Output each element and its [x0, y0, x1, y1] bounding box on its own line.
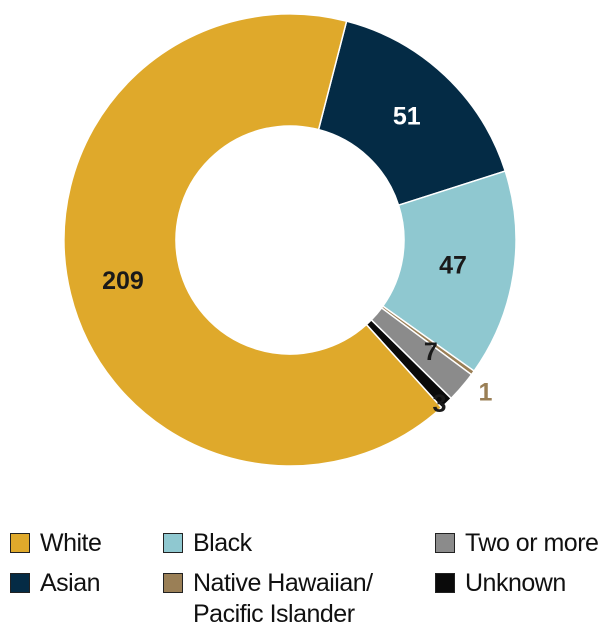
- slice-white: [63, 13, 443, 467]
- legend-swatch-black: [163, 533, 183, 553]
- data-label-two-or-more: 7: [424, 338, 438, 366]
- slice-black: [381, 170, 517, 373]
- chart-slices: [63, 13, 517, 467]
- legend-label-black: Black: [193, 529, 252, 557]
- legend-label-two-or-more: Two or more: [465, 529, 599, 557]
- legend-swatch-white: [10, 533, 30, 553]
- legend-label-asian: Asian: [40, 569, 101, 597]
- data-label-white: 209: [102, 267, 144, 295]
- data-label-asian: 51: [393, 102, 421, 130]
- chart-data-labels: 51 47 1 7 3 209: [102, 102, 492, 418]
- legend-item-black: Black: [163, 528, 252, 559]
- legend-swatch-unknown: [435, 573, 455, 593]
- legend-item-asian: Asian: [10, 568, 101, 599]
- data-label-black: 47: [439, 251, 467, 279]
- legend-item-white: White: [10, 528, 102, 559]
- legend-swatch-asian: [10, 573, 30, 593]
- slice-asian: [317, 20, 507, 207]
- legend-label-native-hawaiian-line2: Pacific Islander: [193, 600, 355, 628]
- legend-item-native-hawaiian-pacific-islander: Native Hawaiian/ Pacific Islander: [163, 568, 373, 630]
- legend-item-unknown: Unknown: [435, 568, 566, 599]
- legend-label-white: White: [40, 529, 102, 557]
- chart-legend: White Black Two or more Asian Native Haw…: [0, 528, 610, 643]
- legend-label-native-hawaiian-line1: Native Hawaiian/: [193, 569, 373, 597]
- legend-label-unknown: Unknown: [465, 569, 566, 597]
- legend-swatch-two-or-more: [435, 533, 455, 553]
- legend-swatch-native-hawaiian: [163, 573, 183, 593]
- donut-chart: 51 47 1 7 3 209: [63, 13, 517, 467]
- legend-item-two-or-more: Two or more: [435, 528, 599, 559]
- data-label-native-hawaiian-pacific-islander: 1: [478, 379, 492, 407]
- data-label-unknown: 3: [432, 390, 446, 418]
